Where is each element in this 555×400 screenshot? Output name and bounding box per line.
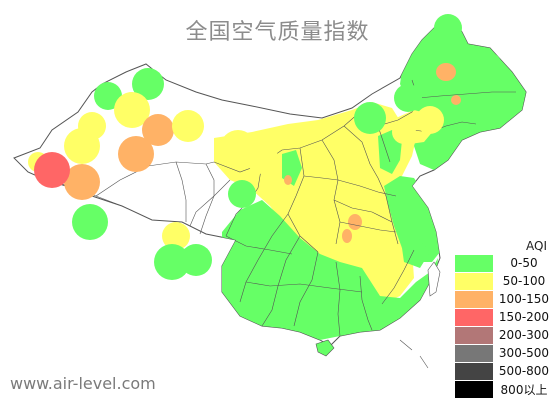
legend-item: 0-50	[455, 254, 555, 272]
legend-label: 800以上	[500, 382, 548, 397]
legend-title: AQI	[526, 239, 547, 253]
legend-swatch	[455, 326, 493, 344]
station-circle	[154, 244, 190, 280]
station-circle	[394, 84, 422, 112]
station-circles	[28, 14, 502, 280]
legend-swatch	[455, 290, 493, 308]
green-hebei-shandong	[378, 130, 402, 174]
station-circle	[474, 52, 502, 80]
legend-label: 150-200	[498, 310, 550, 324]
legend-swatch	[455, 272, 493, 290]
legend-item: 800以上	[455, 380, 555, 398]
legend-label: 0-50	[510, 256, 538, 270]
legend-swatch	[455, 254, 493, 272]
station-circle	[72, 204, 108, 240]
station-circle	[94, 82, 122, 110]
station-circle	[34, 152, 70, 188]
station-circle	[114, 92, 150, 128]
aqi-legend: AQI 0-50 50-100 100-150 150-200 200-300 300-5…	[455, 238, 555, 398]
station-circle	[132, 68, 164, 100]
south-sea-dash	[399, 339, 429, 369]
legend-item: 300-500	[455, 344, 555, 362]
station-circle	[180, 244, 212, 276]
legend-label: 100-150	[498, 292, 550, 306]
legend-label: 300-500	[498, 346, 550, 360]
legend-item: 100-150	[455, 290, 555, 308]
station-circle	[142, 114, 174, 146]
station-circle	[118, 136, 154, 172]
green-south-china	[222, 200, 438, 340]
station-circle	[434, 14, 462, 42]
taiwan-island	[427, 261, 441, 297]
station-circle	[246, 142, 278, 174]
station-circle	[408, 54, 436, 82]
legend-swatch	[455, 362, 493, 380]
legend-swatch	[455, 308, 493, 326]
legend-item: 500-800	[455, 362, 555, 380]
orange-spot-heilongjiang	[436, 63, 456, 81]
legend-swatch	[455, 344, 493, 362]
station-circle	[162, 222, 190, 250]
map-title: 全国空气质量指数	[185, 20, 370, 45]
legend-label: 50-100	[502, 274, 546, 288]
station-circle	[228, 180, 256, 208]
hainan-island	[315, 339, 335, 357]
orange-spot-jilin	[451, 95, 461, 105]
legend-swatch	[455, 380, 493, 398]
station-circle	[354, 102, 386, 134]
region-fills	[214, 18, 526, 340]
legend-item: 50-100	[455, 272, 555, 290]
orange-spot-ningxia	[284, 175, 292, 185]
legend-item: 200-300	[455, 326, 555, 344]
site-url: www.air-level.com	[10, 374, 156, 393]
station-circle	[416, 106, 444, 134]
legend-label: 500-800	[498, 364, 550, 378]
green-east-ring	[400, 234, 430, 268]
legend-label: 200-300	[498, 328, 550, 342]
station-circle	[172, 110, 204, 142]
legend-item: 150-200	[455, 308, 555, 326]
station-circle	[64, 164, 100, 200]
station-circle	[392, 120, 416, 144]
orange-spot-henan-2	[342, 229, 352, 243]
hotspots	[284, 63, 461, 243]
station-circle	[64, 128, 100, 164]
orange-spot-henan	[348, 214, 362, 230]
